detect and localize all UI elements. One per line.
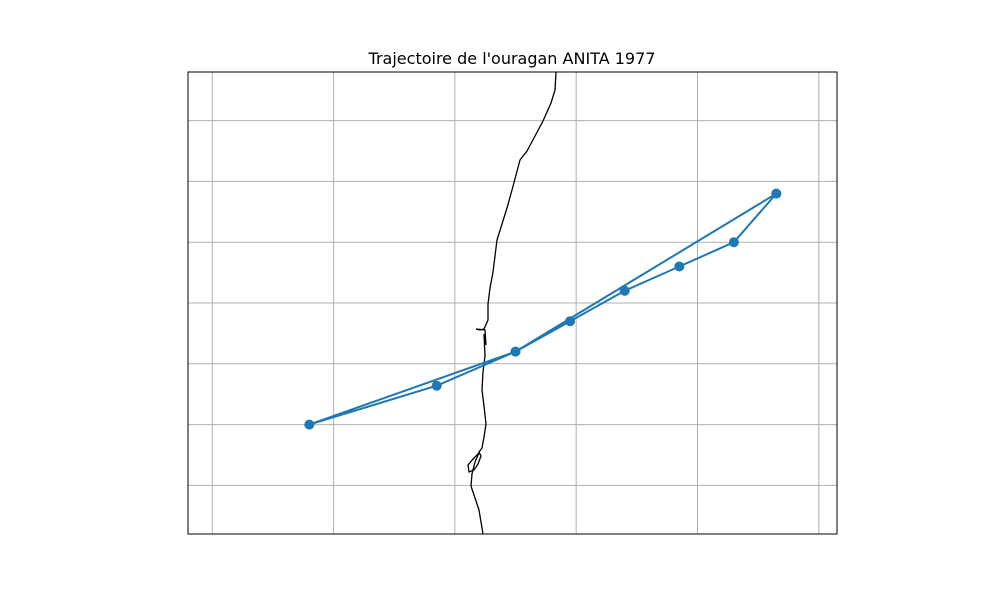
track-line: [308, 192, 778, 426]
map-title: Trajectoire de l'ouragan ANITA 1977: [368, 49, 656, 68]
track-point: [674, 261, 685, 272]
track-point: [565, 316, 576, 327]
map-frame: [187, 71, 838, 535]
track-point: [771, 188, 782, 199]
hurricane-track: [304, 188, 782, 430]
map-area: [188, 72, 837, 534]
track-point: [619, 285, 630, 296]
track-point: [304, 419, 315, 430]
gridlines: [188, 72, 837, 534]
track-point: [728, 237, 739, 248]
coastline: [467, 72, 557, 534]
track-point: [431, 380, 442, 391]
track-point: [510, 346, 521, 357]
